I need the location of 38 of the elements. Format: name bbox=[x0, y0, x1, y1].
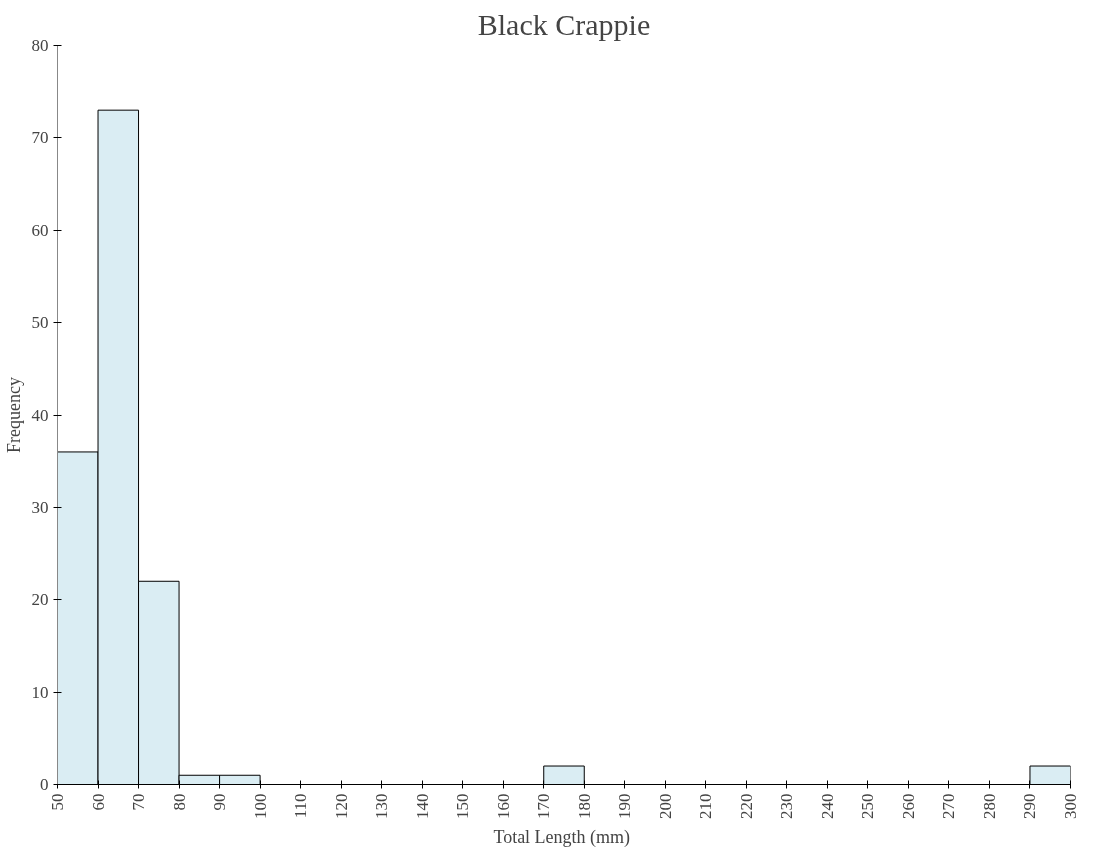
y-tick-label: 40 bbox=[31, 405, 49, 425]
x-tick-label: 250 bbox=[858, 793, 878, 819]
x-axis-title: Total Length (mm) bbox=[493, 827, 631, 848]
x-tick-label: 160 bbox=[493, 793, 513, 819]
x-tick-label: 170 bbox=[534, 793, 554, 819]
y-tick-label: 60 bbox=[31, 220, 49, 240]
y-tick-label: 0 bbox=[40, 775, 49, 794]
x-tick-label: 300 bbox=[1061, 793, 1080, 819]
y-tick-label: 50 bbox=[31, 313, 49, 333]
x-tick-label: 210 bbox=[696, 793, 716, 819]
x-tick-label: 290 bbox=[1020, 793, 1040, 819]
x-tick-label: 230 bbox=[777, 793, 797, 819]
x-tick-label: 120 bbox=[331, 793, 351, 819]
x-tick-label: 220 bbox=[736, 793, 756, 819]
y-tick-label: 70 bbox=[31, 128, 49, 148]
x-tick-label: 110 bbox=[291, 793, 311, 819]
x-tick-label: 60 bbox=[88, 793, 108, 811]
x-tick-label: 50 bbox=[48, 793, 67, 811]
y-tick-label: 80 bbox=[31, 36, 49, 55]
x-tick-label: 260 bbox=[898, 793, 918, 819]
x-tick-label: 180 bbox=[574, 793, 594, 819]
x-tick-label: 280 bbox=[979, 793, 999, 819]
x-tick-label: 130 bbox=[372, 793, 392, 819]
x-tick-label: 140 bbox=[412, 793, 432, 819]
x-tick-label: 80 bbox=[169, 793, 189, 811]
y-tick-label: 10 bbox=[31, 682, 49, 702]
x-tick-label: 100 bbox=[250, 793, 270, 819]
x-tick-label: 240 bbox=[817, 793, 837, 819]
x-tick-label: 190 bbox=[615, 793, 635, 819]
chart-title: Black Crappie bbox=[477, 7, 651, 41]
y-tick-label: 30 bbox=[31, 497, 49, 517]
y-axis-title: Frequency bbox=[3, 377, 24, 453]
x-tick-label: 90 bbox=[210, 793, 230, 811]
x-tick-label: 150 bbox=[453, 793, 473, 819]
x-tick-label: 200 bbox=[655, 793, 675, 819]
x-tick-label: 270 bbox=[939, 793, 959, 819]
x-tick-label: 70 bbox=[129, 793, 149, 811]
y-tick-label: 20 bbox=[31, 590, 49, 610]
